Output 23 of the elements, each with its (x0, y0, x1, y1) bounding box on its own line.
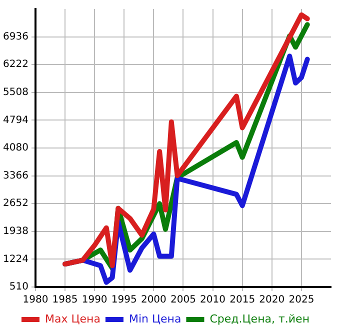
legend-label: Max Цена (44, 312, 100, 326)
x-tick-label: 2000 (140, 294, 166, 306)
legend-label: Min Цена (128, 312, 182, 326)
y-tick-label: 4794 (2, 114, 28, 126)
y-tick-label: 2652 (2, 198, 28, 210)
x-tick-label: 2005 (170, 294, 196, 306)
y-tick-label: 3366 (2, 170, 28, 182)
x-tick-label: 2015 (230, 294, 256, 306)
x-tick-label: 1985 (52, 294, 78, 306)
y-tick-label: 1224 (2, 254, 28, 265)
x-tick-label: 1990 (82, 294, 108, 306)
x-tick-label: 1995 (111, 294, 137, 306)
x-tick-label: 2010 (200, 294, 226, 306)
y-tick-label: 1938 (2, 226, 28, 237)
legend-label: Сред.Цена, т.йен (210, 312, 310, 326)
x-tick-label: 2025 (288, 294, 314, 306)
x-tick-label: 2020 (259, 294, 285, 306)
y-tick-label: 6936 (2, 31, 28, 42)
x-tick-label: 1980 (22, 294, 48, 306)
y-tick-label: 4080 (2, 142, 28, 154)
y-tick-label: 5508 (2, 86, 28, 98)
y-tick-label: 510 (9, 282, 28, 293)
y-tick-label: 6222 (2, 59, 28, 70)
